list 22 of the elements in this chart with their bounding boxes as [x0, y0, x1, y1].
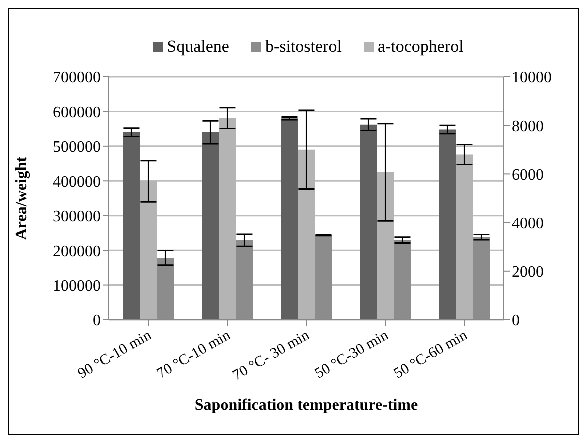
- y-tick-label: 0: [93, 312, 101, 330]
- y2-tick-label: 0: [512, 312, 520, 330]
- y-axis-title: Area/weight: [14, 156, 31, 240]
- y2-tick-label: 8000: [512, 118, 544, 136]
- y-tick-label: 100000: [53, 278, 101, 295]
- legend-label: a-tocopherol: [378, 37, 464, 57]
- y2-tick-label: 10000: [512, 70, 552, 87]
- y-tick-label: 600000: [53, 104, 101, 122]
- legend-label: Squalene: [167, 37, 230, 57]
- x-axis-title: Saponification temperature-time: [194, 397, 418, 414]
- y-tick-label: 500000: [53, 139, 101, 156]
- y-tick-label: 300000: [53, 208, 101, 226]
- y2-tick-label: 2000: [512, 264, 544, 282]
- x-tick-label: 90 °C-10 min: [76, 327, 155, 382]
- y2-tick-label: 6000: [512, 166, 544, 184]
- legend-label: b-sitosterol: [265, 37, 342, 57]
- y-tick-label: 400000: [53, 174, 101, 191]
- y-tick-label: 700000: [53, 70, 101, 87]
- x-tick-label: 50 °C-60 min: [392, 327, 471, 382]
- y-tick-label: 200000: [53, 243, 101, 260]
- x-tick-label: 50 °C-30 min: [312, 327, 392, 382]
- y2-tick-label: 4000: [512, 215, 544, 232]
